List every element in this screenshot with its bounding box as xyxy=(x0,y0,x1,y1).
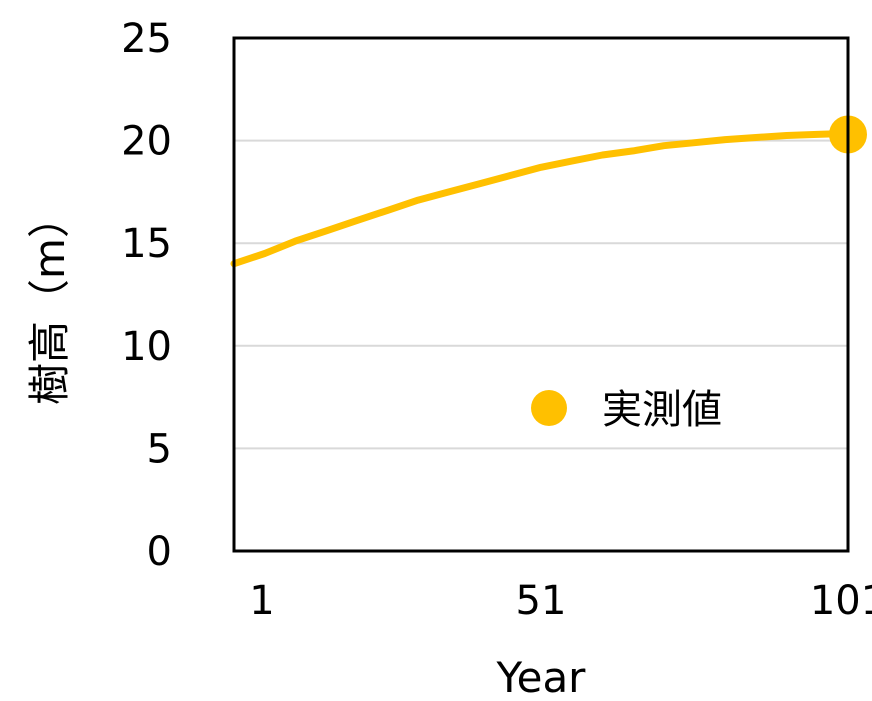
legend: 実測値 xyxy=(531,387,722,433)
y-tick-label-10: 10 xyxy=(121,324,172,370)
x-tick-label-1: 1 xyxy=(249,578,274,624)
legend-marker-measured xyxy=(531,390,567,426)
y-axis-title: 樹高（m） xyxy=(25,196,74,405)
x-axis-title: Year xyxy=(496,653,587,701)
x-tick-label-101: 101 xyxy=(810,578,872,624)
series-layer xyxy=(230,115,867,268)
x-tick-labels: 1 51 101 xyxy=(249,578,872,624)
x-tick-label-51: 51 xyxy=(516,578,567,624)
y-tick-label-5: 5 xyxy=(147,426,172,472)
y-tick-labels: 0 5 10 15 20 25 xyxy=(121,16,172,575)
legend-label-measured: 実測値 xyxy=(602,387,722,433)
series-line-model xyxy=(230,129,852,268)
y-tick-label-25: 25 xyxy=(121,16,172,62)
plot-area-frame xyxy=(232,36,850,553)
y-tick-label-15: 15 xyxy=(121,221,172,267)
y-tick-label-20: 20 xyxy=(121,119,172,165)
y-tick-label-0: 0 xyxy=(147,529,172,575)
